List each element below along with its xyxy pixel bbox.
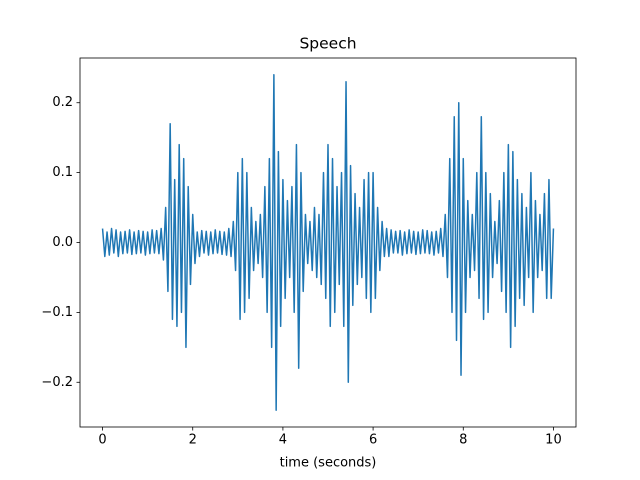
y-tick-label: −0.1 (41, 305, 73, 320)
x-tick-label: 2 (189, 433, 197, 448)
x-tick-label: 0 (98, 433, 106, 448)
x-tick-label: 4 (279, 433, 287, 448)
x-tick-label: 10 (545, 433, 562, 448)
chart-title: Speech (299, 35, 356, 53)
waveform-line (101, 74, 555, 411)
y-tick-label: 0.1 (52, 165, 73, 180)
x-tick-label: 8 (459, 433, 467, 448)
y-tick-label: 0.2 (52, 95, 73, 110)
x-tick-label: 6 (369, 433, 377, 448)
y-tick-label: 0.0 (52, 235, 73, 250)
x-axis-label: time (seconds) (280, 456, 377, 471)
y-tick-label: −0.2 (41, 375, 73, 390)
